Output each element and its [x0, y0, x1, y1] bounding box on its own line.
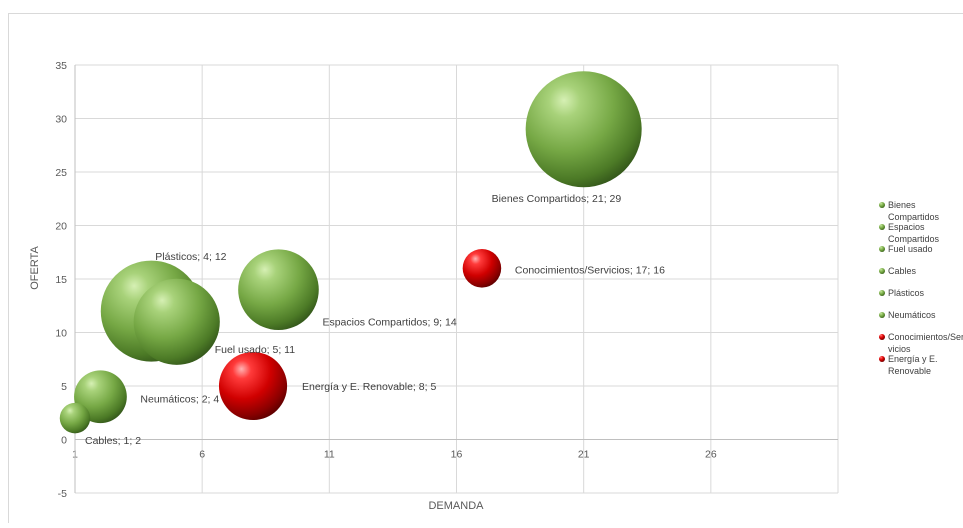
data-label: Conocimientos/Servicios; 17; 16 — [515, 264, 665, 276]
data-label: Energía y E. Renovable; 8; 5 — [302, 381, 436, 393]
legend-marker — [879, 290, 885, 296]
legend-label: Cables — [888, 266, 917, 276]
x-tick-label: 26 — [705, 449, 717, 461]
legend-label: Plásticos — [888, 288, 925, 298]
legend-label: Bienes — [888, 200, 916, 210]
y-axis-title: OFERTA — [29, 246, 41, 290]
legend-label: Compartidos — [888, 212, 940, 222]
frame-top-border — [8, 13, 963, 14]
y-tick-label: 20 — [55, 221, 67, 233]
y-tick-label: 10 — [55, 328, 67, 340]
legend-label: Renovable — [888, 366, 931, 376]
y-tick-label: 0 — [61, 435, 67, 447]
y-tick-label: 25 — [55, 167, 67, 179]
legend: BienesCompartidosEspaciosCompartidosFuel… — [879, 200, 963, 376]
legend-marker — [879, 224, 885, 230]
legend-label: Conocimientos/Ser — [888, 332, 963, 342]
bubble-espacios-compartidos — [238, 249, 319, 330]
data-label: Neumáticos; 2; 4 — [140, 394, 219, 406]
y-tick-label: 5 — [61, 381, 67, 393]
bubble-fuel-usado — [133, 278, 220, 365]
legend-marker — [879, 268, 885, 274]
y-tick-label: 35 — [55, 60, 67, 72]
legend-marker — [879, 356, 885, 362]
x-tick-label: 21 — [578, 449, 590, 461]
legend-marker — [879, 334, 885, 340]
bubble-conocimientos-servicios — [462, 249, 502, 288]
data-label: Cables; 1; 2 — [85, 435, 141, 447]
data-label: Fuel usado; 5; 11 — [215, 344, 296, 356]
x-tick-label: 6 — [199, 449, 205, 461]
legend-marker — [879, 202, 885, 208]
legend-label: Compartidos — [888, 234, 940, 244]
legend-label: Neumáticos — [888, 310, 936, 320]
data-label: Espacios Compartidos; 9; 14 — [322, 317, 456, 329]
legend-label: vicios — [888, 344, 911, 354]
data-label: Bienes Compartidos; 21; 29 — [492, 193, 622, 205]
gridlines — [74, 64, 839, 494]
bubble-energ-a-y-e-renovable — [218, 351, 288, 421]
data-labels: Bienes Compartidos; 21; 29 Espacios Compa… — [85, 193, 665, 447]
data-label: Plásticos; 4; 12 — [155, 251, 226, 263]
legend-marker — [879, 246, 885, 252]
y-tick-label: -5 — [58, 488, 67, 500]
bubbles — [59, 71, 642, 434]
bubble-bienes-compartidos — [525, 71, 642, 188]
legend-label: Energía y E. — [888, 354, 938, 364]
legend-label: Espacios — [888, 222, 925, 232]
x-tick-label: 16 — [451, 449, 463, 461]
x-tick-label: 11 — [324, 449, 335, 461]
frame-left-border — [8, 13, 9, 523]
x-axis-title: DEMANDA — [428, 500, 484, 512]
legend-label: Fuel usado — [888, 244, 933, 254]
y-tick-label: 15 — [55, 274, 67, 286]
y-tick-label: 30 — [55, 114, 67, 126]
legend-marker — [879, 312, 885, 318]
bubble-cables — [59, 402, 91, 434]
